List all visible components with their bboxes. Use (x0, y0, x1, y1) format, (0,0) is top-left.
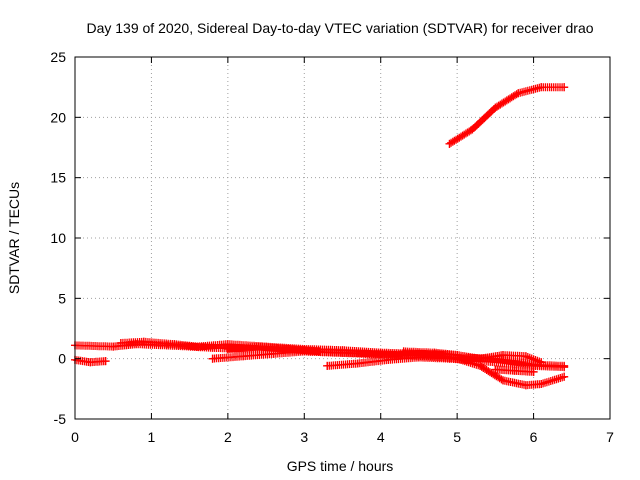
data-point (560, 372, 569, 381)
x-tick-label: 3 (300, 429, 308, 445)
data-point (499, 376, 507, 385)
data-point (384, 355, 393, 364)
data-point (109, 342, 118, 351)
data-point (208, 354, 217, 363)
data-point (476, 354, 485, 363)
chart-title: Day 139 of 2020, Sidereal Day-to-day VTE… (86, 20, 593, 36)
data-point (476, 361, 485, 370)
y-tick-label: 5 (58, 290, 66, 306)
x-tick-label: 4 (377, 429, 385, 445)
y-tick-label: 10 (50, 230, 66, 246)
y-tick-label: 0 (58, 351, 66, 367)
x-tick-label: 2 (224, 429, 232, 445)
data-point (560, 83, 569, 92)
data-point (510, 366, 519, 375)
y-tick-label: 20 (50, 109, 66, 125)
data-point (499, 351, 507, 360)
x-tick-label: 5 (453, 429, 461, 445)
data-point (139, 337, 148, 346)
data-point (537, 358, 546, 367)
data-point (315, 347, 324, 356)
data-point (330, 348, 339, 357)
data-point (491, 365, 500, 374)
data-point (269, 349, 278, 358)
data-point (453, 354, 462, 363)
data-point (537, 380, 546, 389)
y-tick-label: 15 (50, 170, 66, 186)
data-point (430, 348, 439, 357)
data-point (491, 103, 500, 112)
series-marks (445, 83, 569, 148)
data-point (116, 338, 125, 347)
data-point (86, 358, 95, 367)
x-axis-label: GPS time / hours (287, 458, 394, 474)
data-point (239, 352, 248, 361)
data-point (223, 345, 232, 354)
data-point (537, 83, 546, 92)
data-point (353, 359, 362, 368)
data-point (445, 139, 454, 148)
x-tick-label: 7 (606, 429, 614, 445)
series-track-10 (445, 83, 569, 148)
series-track-9 (491, 365, 538, 376)
y-tick-label: -5 (54, 411, 67, 427)
series-track-8 (453, 354, 569, 390)
series-track-5 (223, 342, 324, 356)
data-point (170, 340, 179, 349)
series-track-2 (71, 355, 110, 367)
data-points (71, 83, 569, 390)
x-tick-label: 1 (148, 429, 156, 445)
data-point (399, 347, 408, 356)
data-point (560, 363, 569, 372)
data-point (529, 367, 538, 376)
data-point (506, 359, 515, 368)
grid-lines (75, 57, 610, 419)
x-tick-label: 6 (530, 429, 538, 445)
data-point (414, 353, 423, 362)
data-point (254, 342, 263, 351)
data-point (193, 342, 202, 351)
data-point (101, 357, 110, 366)
data-point (468, 125, 477, 134)
series-track-7 (399, 347, 546, 367)
y-tick-label: 25 (50, 49, 66, 65)
data-point (285, 345, 293, 354)
data-point (514, 89, 523, 98)
data-point (323, 361, 332, 370)
data-point (521, 352, 530, 361)
y-axis-label: SDTVAR / TECUs (6, 182, 22, 294)
data-point (521, 381, 530, 390)
x-tick-label: 0 (71, 429, 79, 445)
data-point (361, 349, 370, 358)
